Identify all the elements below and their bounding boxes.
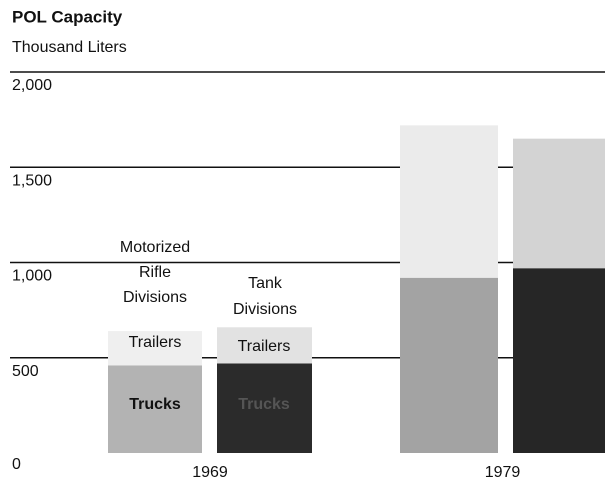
bar-segment	[108, 365, 202, 453]
segment-label: Trucks	[129, 396, 181, 413]
annotation: Motorized	[120, 239, 190, 256]
segment-label: Trucks	[238, 396, 290, 413]
bar-segment	[400, 125, 498, 278]
y-tick-label: 2,000	[12, 77, 52, 94]
y-tick-label: 1,500	[12, 172, 52, 189]
bar-segment	[108, 331, 202, 366]
x-tick-label: 1979	[485, 464, 521, 481]
annotation: Divisions	[123, 289, 187, 306]
annotation: Divisions	[233, 301, 297, 318]
y-tick-label: 0	[12, 456, 21, 473]
segment-label: Trailers	[129, 334, 182, 351]
segment-label: Trailers	[238, 338, 291, 355]
x-tick-label: 1969	[192, 464, 228, 481]
annotation: Tank	[248, 275, 283, 292]
annotation: Rifle	[139, 264, 171, 281]
chart-subtitle: Thousand Liters	[12, 39, 127, 56]
bar-segment	[217, 363, 312, 453]
bar-segment	[217, 327, 312, 364]
bar-segment	[513, 138, 605, 269]
bar-segment	[400, 277, 498, 453]
y-tick-label: 1,000	[12, 268, 52, 285]
chart-title: POL Capacity	[12, 7, 123, 26]
bar-segment	[513, 268, 605, 453]
y-tick-label: 500	[12, 363, 39, 380]
